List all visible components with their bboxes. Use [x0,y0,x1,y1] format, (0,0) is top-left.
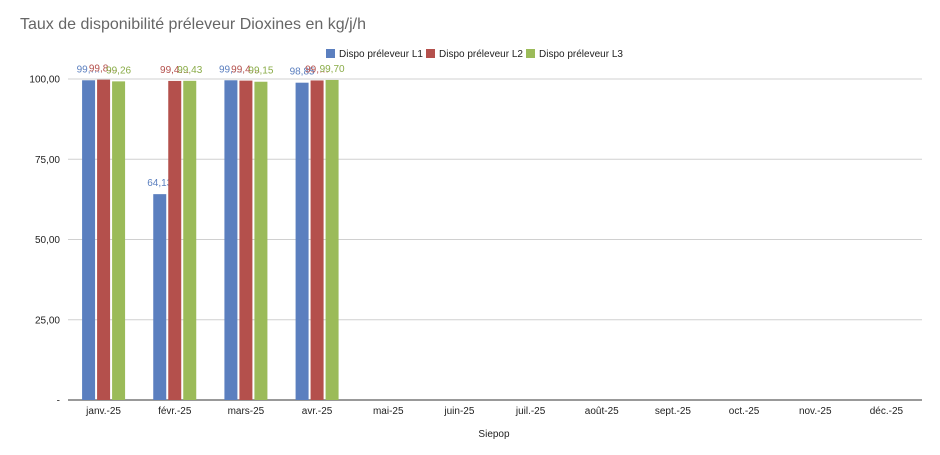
y-tick-label: 50,00 [35,235,60,246]
bar [168,80,182,401]
data-label: 98,85 [290,67,315,78]
x-tick-label: oct.-25 [729,406,760,417]
data-label: 99,15 [248,66,273,77]
bar [224,80,238,400]
bar [254,81,268,400]
data-label: 99,8… [89,64,118,75]
bar [153,194,167,400]
data-label: 99,70 [320,64,345,75]
x-tick-label: août-25 [585,406,619,417]
data-label: 99,4… [160,65,189,76]
y-tick-label: 100,00 [29,75,60,86]
x-tick-label: avr.-25 [302,406,333,417]
bar [112,81,126,400]
y-tick-label: 25,00 [35,315,60,326]
bar [325,79,339,400]
data-label: 64,13 [147,178,172,189]
x-tick-label: juin-25 [443,406,474,417]
data-label: 99,… [219,64,243,75]
bar [82,80,96,400]
bar [183,80,197,400]
data-label: 99,43 [177,65,202,76]
x-tick-label: déc.-25 [870,406,904,417]
legend-swatch [426,49,435,58]
legend-label: Dispo préleveur L3 [539,49,623,60]
x-tick-label: mars-25 [228,406,265,417]
x-tick-label: nov.-25 [799,406,832,417]
y-tick-label: 75,00 [35,155,60,166]
legend-swatch [526,49,535,58]
legend-swatch [326,49,335,58]
data-label: 99,26 [106,65,131,76]
legend-label: Dispo préleveur L2 [439,49,523,60]
data-label: 99,… [305,64,329,75]
data-label: 99,… [77,64,101,75]
bar [295,82,309,400]
data-label: 99,4… [231,65,260,76]
y-tick-label: - [57,396,60,407]
x-tick-label: juil.-25 [515,406,546,417]
x-tick-label: janv.-25 [85,406,121,417]
x-tick-label: mai-25 [373,406,404,417]
bar [310,80,324,400]
chart-title: Taux de disponibilité préleveur Dioxines… [20,16,366,33]
x-tick-label: févr.-25 [158,406,192,417]
bar [97,79,111,400]
bar [239,80,253,400]
x-tick-label: sept.-25 [655,406,692,417]
x-axis-title: Siepop [478,429,510,440]
legend-label: Dispo préleveur L1 [339,49,423,60]
